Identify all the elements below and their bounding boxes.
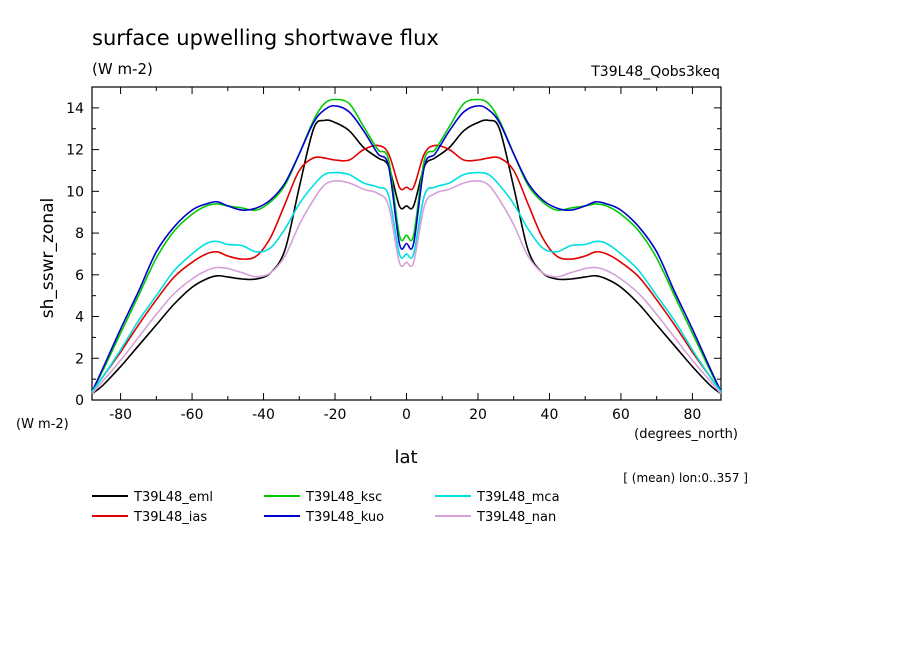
series-line-T39L48_ksc <box>91 98 722 393</box>
chart-title: surface upwelling shortwave flux <box>92 26 439 50</box>
x-tick-label: 80 <box>683 407 701 423</box>
x-tick-label: 20 <box>469 407 487 423</box>
y-ticks: 0 2 4 6 8 10 12 14 <box>66 86 721 409</box>
chart-units: (W m-2) <box>92 60 153 78</box>
y-tick-label: 10 <box>66 184 84 200</box>
legend-label: T39L48_mca <box>476 490 560 505</box>
y-tick-label: 2 <box>75 351 84 367</box>
x-unit-label: (degrees_north) <box>634 427 738 442</box>
legend-label: T39L48_kuo <box>305 510 384 525</box>
y-tick-label: 12 <box>66 143 84 159</box>
series-line-T39L48_ias <box>91 144 722 393</box>
x-tick-label: 60 <box>612 407 630 423</box>
y-axis-label: sh_sswr_zonal <box>38 198 58 318</box>
x-tick-label: -60 <box>181 407 204 423</box>
x-axis-label: lat <box>394 447 417 468</box>
legend: T39L48_eml T39L48_ias T39L48_ksc T39L48_kuo… <box>92 490 560 525</box>
series-line-T39L48_kuo <box>91 104 722 393</box>
plot-area: -80 -60 -40 -20 0 20 40 60 80 0 2 4 6 8 10 12 14 <box>66 86 722 423</box>
y-tick-label: 0 <box>75 393 84 409</box>
footnote: [ (mean) lon:0..357 ] <box>623 471 748 485</box>
series-line-T39L48_eml <box>91 119 722 395</box>
x-ticks: -80 -60 -40 -20 0 20 40 60 80 <box>109 87 701 423</box>
series-lines <box>91 98 722 395</box>
series-line-T39L48_nan <box>91 180 722 395</box>
series-line-T39L48_mca <box>91 171 722 393</box>
x-tick-label: 0 <box>402 407 411 423</box>
y-unit-label: (W m-2) <box>16 417 69 432</box>
x-tick-label: -80 <box>109 407 132 423</box>
legend-label: T39L48_ksc <box>305 490 382 505</box>
x-tick-label: 40 <box>541 407 559 423</box>
legend-label: T39L48_nan <box>476 510 556 525</box>
x-tick-label: -40 <box>252 407 275 423</box>
y-tick-label: 14 <box>66 101 84 117</box>
y-tick-label: 8 <box>75 226 84 242</box>
legend-label: T39L48_ias <box>133 510 207 525</box>
x-tick-label: -20 <box>324 407 347 423</box>
experiment-label: T39L48_Qobs3keq <box>590 64 720 80</box>
y-tick-label: 6 <box>75 268 84 284</box>
legend-label: T39L48_eml <box>133 490 213 505</box>
y-tick-label: 4 <box>75 310 84 326</box>
